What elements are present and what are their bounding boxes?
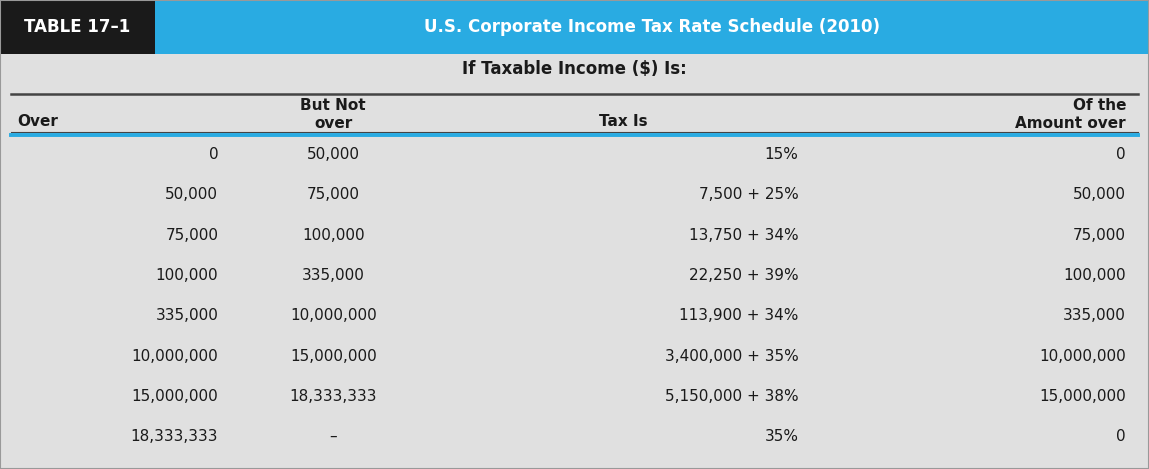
Text: Of the
Amount over: Of the Amount over [1016,98,1126,130]
Text: If Taxable Income ($) Is:: If Taxable Income ($) Is: [462,60,687,78]
Text: 0: 0 [209,147,218,162]
Text: 15%: 15% [765,147,799,162]
Text: 75,000: 75,000 [307,188,360,203]
Text: But Not
over: But Not over [300,98,367,130]
Text: 3,400,000 + 35%: 3,400,000 + 35% [665,348,799,363]
Text: 0: 0 [1117,429,1126,444]
Text: Tax Is: Tax Is [599,114,648,129]
FancyBboxPatch shape [0,0,155,54]
Text: 15,000,000: 15,000,000 [1039,389,1126,404]
FancyBboxPatch shape [0,0,1149,54]
Text: 10,000,000: 10,000,000 [1039,348,1126,363]
Text: 335,000: 335,000 [155,309,218,323]
Text: 18,333,333: 18,333,333 [131,429,218,444]
Text: 5,150,000 + 38%: 5,150,000 + 38% [665,389,799,404]
Text: 7,500 + 25%: 7,500 + 25% [699,188,799,203]
Text: TABLE 17–1: TABLE 17–1 [24,18,131,36]
Text: U.S. Corporate Income Tax Rate Schedule (2010): U.S. Corporate Income Tax Rate Schedule … [424,18,880,36]
Text: 100,000: 100,000 [155,268,218,283]
Text: 100,000: 100,000 [302,228,364,243]
Text: 50,000: 50,000 [1073,188,1126,203]
Text: 18,333,333: 18,333,333 [290,389,377,404]
Text: 75,000: 75,000 [1073,228,1126,243]
Text: 113,900 + 34%: 113,900 + 34% [679,309,799,323]
Text: 335,000: 335,000 [1063,309,1126,323]
Text: 0: 0 [1117,147,1126,162]
Text: 15,000,000: 15,000,000 [131,389,218,404]
Text: –: – [330,429,337,444]
Text: 10,000,000: 10,000,000 [131,348,218,363]
Text: 50,000: 50,000 [307,147,360,162]
Text: 35%: 35% [764,429,799,444]
Text: Over: Over [17,114,59,129]
Text: 15,000,000: 15,000,000 [290,348,377,363]
Text: 13,750 + 34%: 13,750 + 34% [689,228,799,243]
Text: 50,000: 50,000 [165,188,218,203]
Text: 75,000: 75,000 [165,228,218,243]
Text: 22,250 + 39%: 22,250 + 39% [689,268,799,283]
Text: 10,000,000: 10,000,000 [290,309,377,323]
Text: 100,000: 100,000 [1063,268,1126,283]
Text: 335,000: 335,000 [302,268,364,283]
